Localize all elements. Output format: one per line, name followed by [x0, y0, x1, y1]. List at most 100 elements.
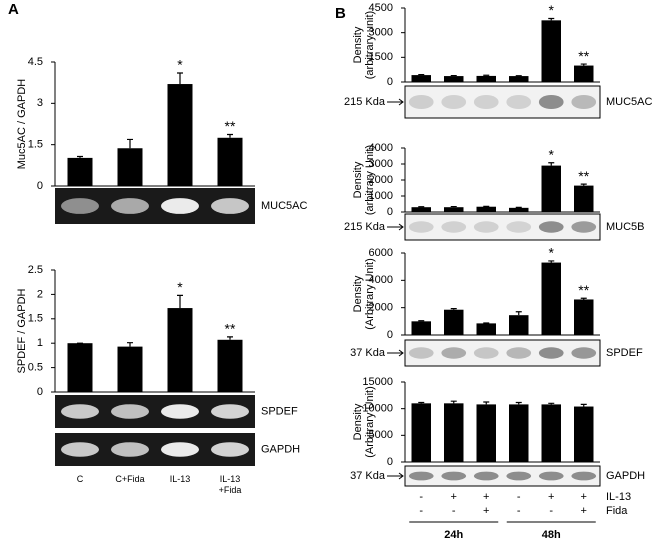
significance: *: [549, 245, 555, 261]
treatment-sign: +: [581, 491, 587, 503]
gel-label: MUC5AC: [606, 96, 653, 108]
gel-band: [538, 347, 564, 359]
treatment-sign: +: [483, 491, 489, 503]
error-bar: [548, 162, 555, 166]
significance: **: [225, 118, 236, 134]
panel-label: A: [8, 1, 19, 18]
y-tick-label: 3000: [369, 158, 393, 170]
error-bar: [127, 342, 133, 347]
treatment-sign: -: [419, 491, 423, 503]
significance: **: [578, 168, 589, 184]
bar: [444, 76, 464, 82]
y-axis-title: Density: [352, 161, 364, 198]
y-axis-title: Density: [352, 26, 364, 63]
y-tick-label: 1.5: [28, 313, 43, 325]
x-tick-label-box: IL-13: [169, 474, 191, 484]
gel-band: [538, 221, 564, 233]
error-bar: [418, 320, 425, 322]
gel-band: [161, 404, 199, 419]
y-tick-label: 4000: [369, 274, 393, 286]
gel-band: [408, 471, 434, 481]
bar: [444, 207, 464, 212]
gel-band: [473, 471, 499, 481]
bar: [541, 404, 561, 462]
treatment-sign: -: [452, 505, 456, 517]
gel-label: GAPDH: [606, 470, 645, 482]
group-label: 48h: [542, 529, 561, 541]
gel-band: [161, 442, 199, 457]
y-axis-title: (arbitrary Unit): [364, 145, 376, 215]
y-axis-title: (arbitrary unit): [364, 11, 376, 79]
error-bar: [580, 63, 587, 66]
y-axis-title: SPDEF / GAPDH: [16, 288, 28, 373]
y-tick-label: 3000: [369, 27, 393, 39]
error-bar: [127, 138, 133, 149]
gel-band: [211, 442, 249, 457]
bar: [541, 262, 561, 335]
marker-arrow: [387, 472, 404, 480]
gel-band: [441, 221, 467, 233]
gel-band: [111, 198, 149, 214]
bar: [574, 299, 594, 335]
bar: [476, 323, 496, 335]
marker-arrow: [387, 223, 404, 231]
bar: [167, 308, 193, 392]
error-bar: [177, 72, 183, 85]
y-tick-label: 0: [387, 76, 393, 88]
gel-band: [111, 442, 149, 457]
gel: [404, 339, 601, 367]
treatment-sign: -: [419, 505, 423, 517]
bar: [67, 343, 93, 392]
gel-band: [473, 94, 499, 110]
y-tick-label: 5000: [369, 429, 393, 441]
y-tick-label: 1: [37, 337, 43, 349]
bar: [541, 165, 561, 212]
gel-band: [538, 471, 564, 481]
y-axis-title: (Arbitrary Unit): [364, 258, 376, 330]
x-tick-label: C: [76, 474, 84, 484]
error-bar: [580, 403, 587, 407]
y-tick-label: 2000: [369, 302, 393, 314]
y-tick-label: 0: [387, 456, 393, 468]
group-label: 24h: [444, 529, 463, 541]
bar: [117, 148, 143, 186]
error-bar: [515, 401, 522, 405]
treatment-sign: -: [549, 505, 553, 517]
error-bar: [450, 308, 457, 310]
error-bar: [548, 402, 555, 405]
gel-band: [61, 198, 99, 214]
error-bar: [177, 294, 183, 309]
bar: [444, 309, 464, 335]
gel-band: [441, 94, 467, 110]
bar: [509, 207, 529, 212]
x-tick-label-box: C: [76, 474, 84, 484]
gel-label: SPDEF: [606, 347, 643, 359]
gel-band: [571, 471, 597, 481]
treatment-sign: -: [517, 491, 521, 503]
y-axis-title: Density: [352, 403, 364, 440]
bar: [509, 404, 529, 462]
gel-band: [61, 404, 99, 419]
y-tick-label: 10000: [362, 403, 393, 415]
y-tick-label: 6000: [369, 247, 393, 259]
y-tick-label: 0.5: [28, 362, 43, 374]
error-bar: [580, 183, 587, 186]
treatment-sign: +: [548, 491, 554, 503]
gel-label: GAPDH: [261, 443, 300, 455]
gel-band: [571, 221, 597, 233]
gel-band: [211, 404, 249, 419]
y-tick-label: 15000: [362, 376, 393, 388]
x-tick-label: IL-13: [169, 474, 191, 484]
bar: [476, 206, 496, 212]
gel-band: [506, 94, 532, 110]
gel-band: [506, 471, 532, 481]
error-bar: [450, 400, 457, 404]
bar: [509, 76, 529, 82]
error-bar: [450, 205, 457, 208]
gel-band: [506, 221, 532, 233]
error-bar: [418, 401, 425, 404]
marker-label: 215 Kda: [344, 96, 386, 108]
gel-band: [61, 442, 99, 457]
y-axis-title: Density: [352, 275, 364, 312]
